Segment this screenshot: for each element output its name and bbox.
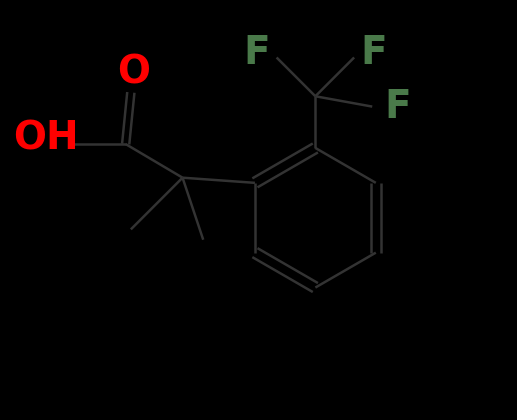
Text: F: F	[244, 34, 270, 72]
Text: OH: OH	[13, 120, 79, 158]
Text: F: F	[360, 34, 387, 72]
Text: F: F	[385, 88, 412, 126]
Text: O: O	[117, 54, 150, 92]
